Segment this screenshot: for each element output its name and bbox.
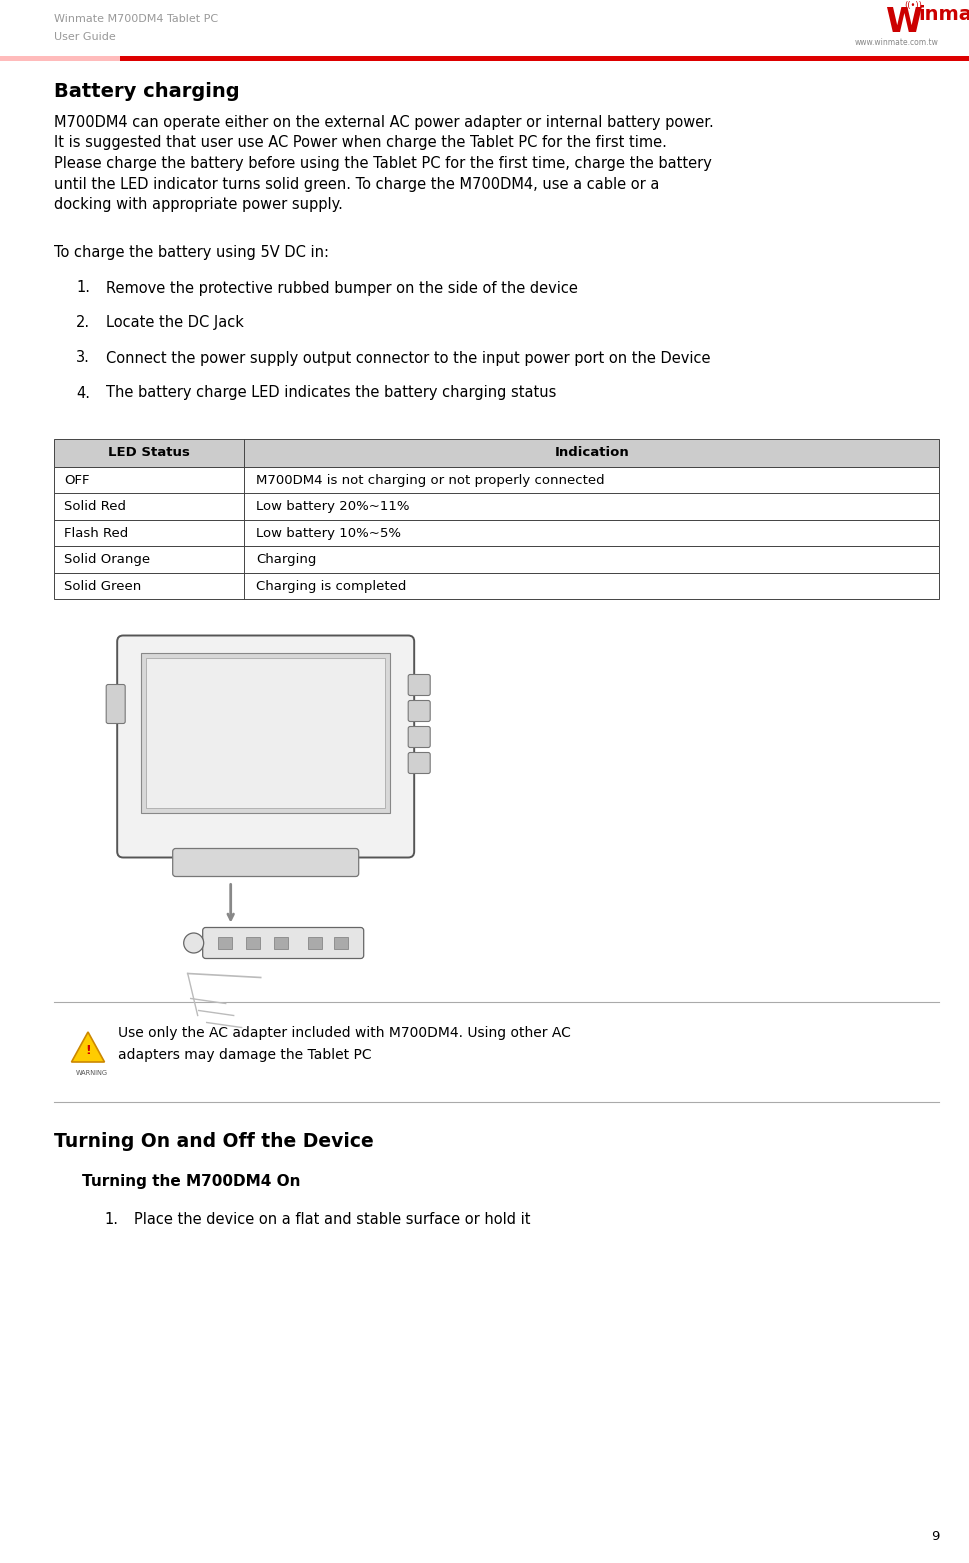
Text: Solid Red: Solid Red xyxy=(64,500,126,513)
Bar xyxy=(54,520,939,547)
Text: M700DM4 can operate either on the external AC power adapter or internal battery : M700DM4 can operate either on the extern… xyxy=(54,116,714,130)
Text: W: W xyxy=(886,6,922,39)
Text: docking with appropriate power supply.: docking with appropriate power supply. xyxy=(54,197,343,213)
Text: Place the device on a flat and stable surface or hold it: Place the device on a flat and stable su… xyxy=(134,1213,530,1227)
Text: 4.: 4. xyxy=(76,386,90,400)
FancyBboxPatch shape xyxy=(117,636,414,858)
Text: To charge the battery using 5V DC in:: To charge the battery using 5V DC in: xyxy=(54,245,329,261)
Text: 3.: 3. xyxy=(76,350,90,366)
Text: WARNING: WARNING xyxy=(76,1071,108,1075)
Text: LED Status: LED Status xyxy=(109,447,190,460)
Text: !: ! xyxy=(85,1044,91,1057)
FancyBboxPatch shape xyxy=(408,675,430,696)
Text: 2.: 2. xyxy=(76,316,90,330)
Text: Use only the AC adapter included with M700DM4. Using other AC: Use only the AC adapter included with M7… xyxy=(118,1027,571,1041)
Text: Charging: Charging xyxy=(256,553,317,566)
Bar xyxy=(54,547,939,574)
Text: Turning On and Off the Device: Turning On and Off the Device xyxy=(54,1133,374,1152)
Text: User Guide: User Guide xyxy=(54,31,115,42)
Bar xyxy=(54,467,939,494)
Text: Low battery 20%~11%: Low battery 20%~11% xyxy=(256,500,410,513)
Text: Flash Red: Flash Red xyxy=(64,527,128,539)
FancyBboxPatch shape xyxy=(408,700,430,722)
Bar xyxy=(146,658,386,808)
Text: Connect the power supply output connector to the input power port on the Device: Connect the power supply output connecto… xyxy=(106,350,710,366)
Text: until the LED indicator turns solid green. To charge the M700DM4, use a cable or: until the LED indicator turns solid gree… xyxy=(54,177,659,192)
Text: Battery charging: Battery charging xyxy=(54,81,239,102)
Text: www.winmate.com.tw: www.winmate.com.tw xyxy=(855,38,939,47)
Text: 9: 9 xyxy=(930,1530,939,1543)
Text: The battery charge LED indicates the battery charging status: The battery charge LED indicates the bat… xyxy=(106,386,556,400)
FancyBboxPatch shape xyxy=(107,685,125,724)
Bar xyxy=(333,936,348,949)
Bar xyxy=(0,56,120,61)
Polygon shape xyxy=(72,1032,105,1061)
Text: 1.: 1. xyxy=(104,1213,118,1227)
Text: 1.: 1. xyxy=(76,280,90,295)
Text: inmate: inmate xyxy=(918,6,969,25)
Text: Winmate M700DM4 Tablet PC: Winmate M700DM4 Tablet PC xyxy=(54,14,218,23)
Text: OFF: OFF xyxy=(64,474,89,486)
Text: Solid Orange: Solid Orange xyxy=(64,553,150,566)
Bar xyxy=(246,936,260,949)
Text: Please charge the battery before using the Tablet PC for the first time, charge : Please charge the battery before using t… xyxy=(54,156,712,170)
Bar xyxy=(54,439,939,467)
Text: Turning the M700DM4 On: Turning the M700DM4 On xyxy=(82,1174,300,1189)
Bar xyxy=(218,936,232,949)
Text: adapters may damage the Tablet PC: adapters may damage the Tablet PC xyxy=(118,1049,372,1063)
FancyBboxPatch shape xyxy=(203,927,363,958)
FancyBboxPatch shape xyxy=(408,727,430,747)
Text: ((•)): ((•)) xyxy=(904,2,922,9)
Bar xyxy=(120,56,969,61)
Circle shape xyxy=(184,933,203,953)
Bar xyxy=(54,494,939,520)
Text: Remove the protective rubbed bumper on the side of the device: Remove the protective rubbed bumper on t… xyxy=(106,280,578,295)
FancyBboxPatch shape xyxy=(172,849,359,877)
Text: M700DM4 is not charging or not properly connected: M700DM4 is not charging or not properly … xyxy=(256,474,605,486)
Text: Charging is completed: Charging is completed xyxy=(256,580,407,592)
Bar xyxy=(54,574,939,600)
Text: Indication: Indication xyxy=(554,447,629,460)
Text: Solid Green: Solid Green xyxy=(64,580,141,592)
Text: Low battery 10%~5%: Low battery 10%~5% xyxy=(256,527,401,539)
Text: It is suggested that user use AC Power when charge the Tablet PC for the first t: It is suggested that user use AC Power w… xyxy=(54,136,667,150)
Bar xyxy=(308,936,322,949)
Bar xyxy=(141,653,391,813)
Bar xyxy=(273,936,288,949)
FancyBboxPatch shape xyxy=(408,752,430,774)
Text: Locate the DC Jack: Locate the DC Jack xyxy=(106,316,244,330)
